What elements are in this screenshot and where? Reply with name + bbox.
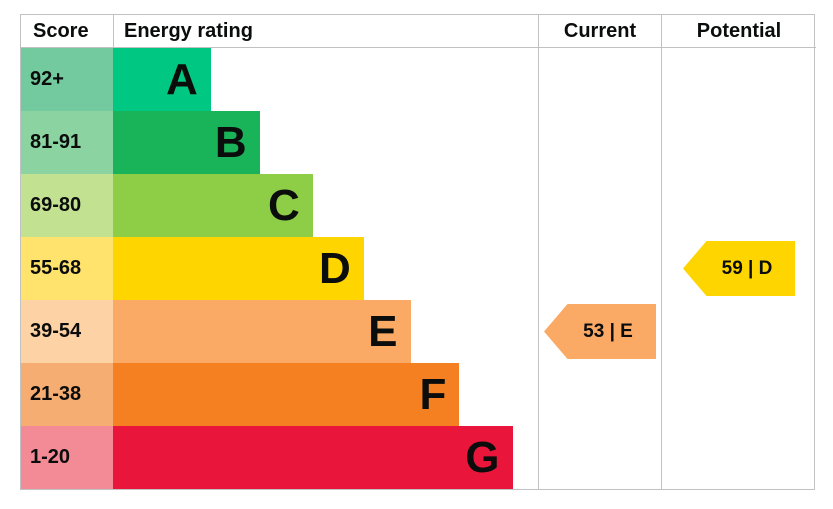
band-row-a: 92+ A [21, 48, 814, 111]
band-letter: D [318, 243, 351, 293]
band-bar-cell: G [113, 426, 538, 489]
current-cell [538, 174, 661, 237]
band-score-range: 39-54 [21, 300, 113, 363]
band-score-range: 92+ [21, 48, 113, 111]
potential-cell [661, 300, 816, 363]
header-score: Score [21, 15, 113, 48]
potential-cell: 59 | D [661, 237, 816, 300]
potential-cell [661, 363, 816, 426]
current-cell [538, 426, 661, 489]
band-score-range: 81-91 [21, 111, 113, 174]
band-score-range: 21-38 [21, 363, 113, 426]
band-letter: G [465, 432, 500, 482]
potential-rating-arrow: 59 | D [683, 241, 795, 296]
band-bar-f: F [113, 363, 460, 426]
current-rating-label: 53 | E [583, 320, 633, 342]
band-score-range: 69-80 [21, 174, 113, 237]
band-bar-e: E [113, 300, 411, 363]
potential-rating-label: 59 | D [721, 257, 773, 279]
current-rating-arrow: 53 | E [544, 304, 656, 359]
band-score-range: 1-20 [21, 426, 113, 489]
band-bar-cell: E [113, 300, 538, 363]
band-letter: E [368, 306, 398, 356]
band-bar-a: A [113, 48, 211, 111]
potential-cell [661, 111, 816, 174]
band-row-g: 1-20 G [21, 426, 814, 489]
current-cell [538, 363, 661, 426]
band-bar-cell: F [113, 363, 538, 426]
current-cell [538, 111, 661, 174]
band-letter: A [165, 54, 198, 104]
band-bar-g: G [113, 426, 513, 489]
band-bar-b: B [113, 111, 260, 174]
header-energy-rating: Energy rating [113, 15, 538, 48]
band-row-e: 39-54 E 53 | E [21, 300, 814, 363]
band-row-b: 81-91 B [21, 111, 814, 174]
current-cell [538, 48, 661, 111]
band-letter: F [419, 369, 447, 419]
band-score-range: 55-68 [21, 237, 113, 300]
band-letter: B [214, 117, 247, 167]
band-bar-cell: A [113, 48, 538, 111]
band-letter: C [267, 180, 300, 230]
band-row-c: 69-80 C [21, 174, 814, 237]
potential-cell [661, 174, 816, 237]
current-cell [538, 237, 661, 300]
epc-rating-chart: Score Energy rating Current Potential 92… [20, 14, 816, 490]
header-row: Score Energy rating Current Potential [21, 15, 816, 48]
header-potential: Potential [661, 15, 816, 48]
potential-cell [661, 48, 816, 111]
potential-cell [661, 426, 816, 489]
band-bar-cell: C [113, 174, 538, 237]
band-bar-cell: B [113, 111, 538, 174]
band-row-d: 55-68 D 59 | D [21, 237, 814, 300]
band-bar-cell: D [113, 237, 538, 300]
band-bar-d: D [113, 237, 364, 300]
current-cell: 53 | E [538, 300, 661, 363]
band-bar-c: C [113, 174, 313, 237]
band-row-f: 21-38 F [21, 363, 814, 426]
header-current: Current [538, 15, 661, 48]
